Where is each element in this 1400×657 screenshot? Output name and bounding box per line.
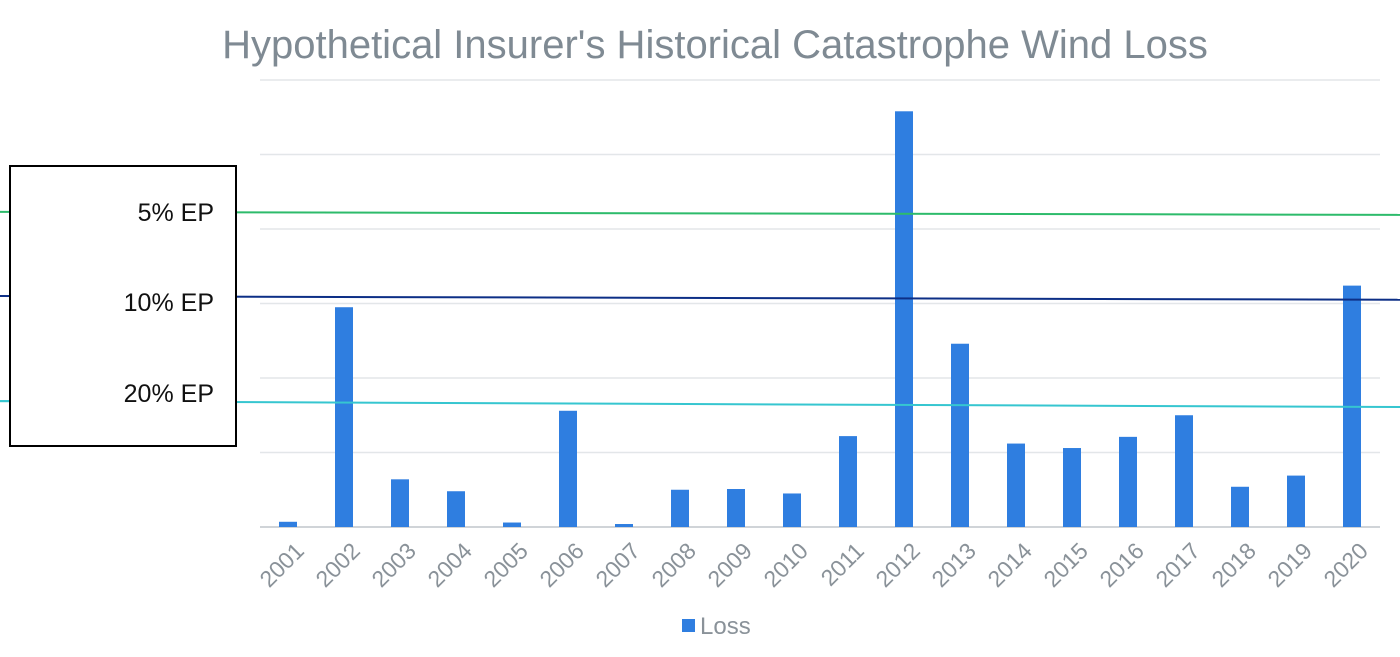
x-tick-label: 2019 (1262, 538, 1317, 593)
bar-2004 (447, 491, 465, 527)
x-tick-label: 2011 (816, 538, 869, 591)
x-tick-label: 2020 (1318, 538, 1373, 593)
x-tick-label: 2007 (590, 538, 645, 593)
x-tick-label: 2002 (310, 538, 365, 593)
bar-2008 (671, 489, 689, 527)
gridlines (260, 79, 1380, 528)
bar-2016 (1119, 436, 1137, 527)
x-tick-label: 2015 (1038, 538, 1093, 593)
legend-swatch (682, 619, 695, 632)
x-tick-label: 2005 (478, 538, 533, 593)
bar-2011 (839, 436, 857, 527)
bar-2006 (559, 410, 577, 527)
x-tick-label: 2010 (758, 538, 813, 593)
bars (279, 111, 1361, 527)
ep-label: 10% EP (124, 289, 214, 317)
bar-2001 (279, 521, 297, 527)
bar-2019 (1287, 475, 1305, 527)
x-tick-label: 2003 (366, 538, 421, 593)
bar-2007 (615, 524, 633, 527)
chart-title: Hypothetical Insurer's Historical Catast… (222, 23, 1208, 67)
ep-label: 20% EP (124, 380, 214, 408)
bar-2002 (335, 307, 353, 527)
bar-2014 (1007, 443, 1025, 527)
x-tick-label: 2016 (1094, 538, 1149, 593)
legend: Loss (682, 613, 751, 640)
x-tick-label: 2006 (534, 538, 589, 593)
x-tick-label: 2014 (982, 537, 1037, 592)
bar-2012 (895, 111, 913, 527)
x-tick-label: 2017 (1150, 538, 1205, 593)
x-tick-label: 2001 (254, 538, 309, 593)
x-tick-label: 2012 (870, 538, 925, 593)
bar-2018 (1231, 486, 1249, 527)
x-tick-label: 2004 (422, 537, 477, 592)
legend-label: Loss (700, 613, 751, 640)
bar-2017 (1175, 415, 1193, 527)
x-tick-label: 2008 (646, 538, 701, 593)
ep-label-box (9, 165, 237, 447)
x-axis-tick-labels: 2001 2002 2003 2004 2005 2006 2007 2008 2009 2010… (254, 537, 1373, 592)
x-tick-label: 2013 (926, 538, 981, 593)
bar-2003 (391, 479, 409, 527)
x-tick-label: 2018 (1206, 538, 1261, 593)
ep-label: 5% EP (138, 199, 214, 227)
bar-2009 (727, 489, 745, 527)
bar-2005 (503, 522, 521, 527)
x-tick-label: 2009 (702, 538, 757, 593)
bar-2010 (783, 493, 801, 527)
bar-2013 (951, 343, 969, 527)
bar-2015 (1063, 448, 1081, 527)
ep-labels: 5% EP 10% EP 20% EP (0, 199, 214, 408)
